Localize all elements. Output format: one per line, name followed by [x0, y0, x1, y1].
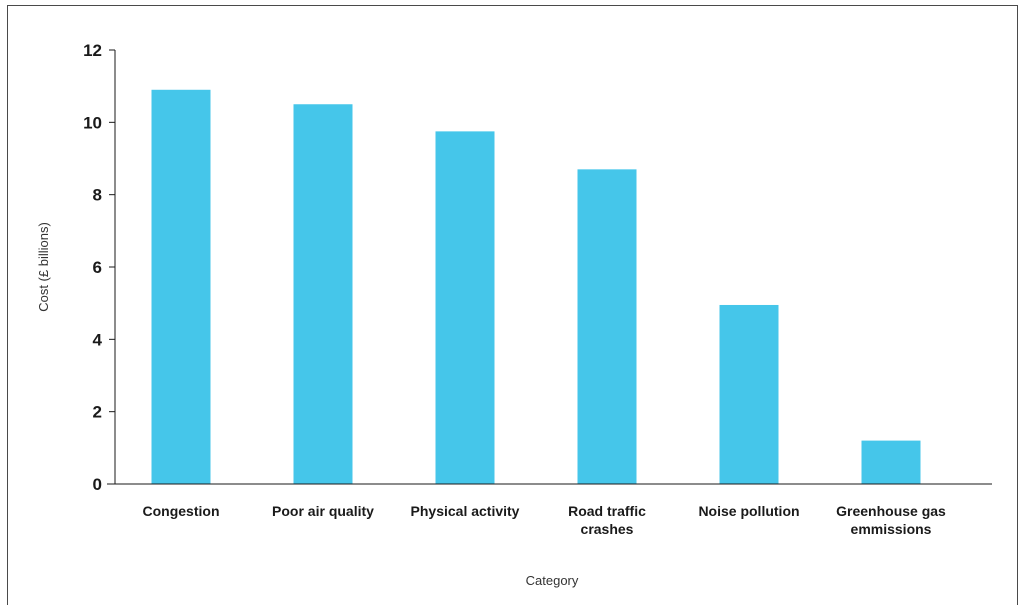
bar-congestion — [151, 89, 211, 485]
x-category-label: Road traffic crashes — [568, 503, 646, 537]
x-category-label: Poor air quality — [272, 503, 374, 519]
x-axis-title: Category — [526, 573, 579, 588]
y-tick-label: 10 — [83, 113, 102, 132]
bar-noise-pollution — [719, 304, 779, 484]
bar-greenhouse-gas-emmissions — [861, 440, 921, 484]
y-axis-title: Cost (£ billions) — [36, 222, 51, 312]
bar-physical-activity — [435, 131, 495, 484]
bars-group — [151, 89, 921, 485]
y-tick-label: 4 — [93, 330, 103, 349]
y-tick-label: 8 — [93, 186, 102, 205]
x-category-label: Noise pollution — [698, 503, 799, 519]
y-tick-label: 12 — [83, 41, 102, 60]
x-category-label: Congestion — [143, 503, 220, 519]
y-ticks-group: 0 2 4 6 8 10 12 — [83, 41, 115, 494]
y-tick-label: 2 — [93, 403, 102, 422]
y-tick-label: 6 — [93, 258, 102, 277]
x-labels-group: Congestion Poor air quality Physical activ… — [143, 503, 947, 537]
x-category-label: Greenhouse gas emmissions — [836, 503, 946, 537]
y-tick-label: 0 — [93, 475, 102, 494]
bar-poor-air-quality — [293, 104, 353, 484]
bar-road-traffic-crashes — [577, 169, 637, 484]
x-category-label: Physical activity — [411, 503, 520, 519]
